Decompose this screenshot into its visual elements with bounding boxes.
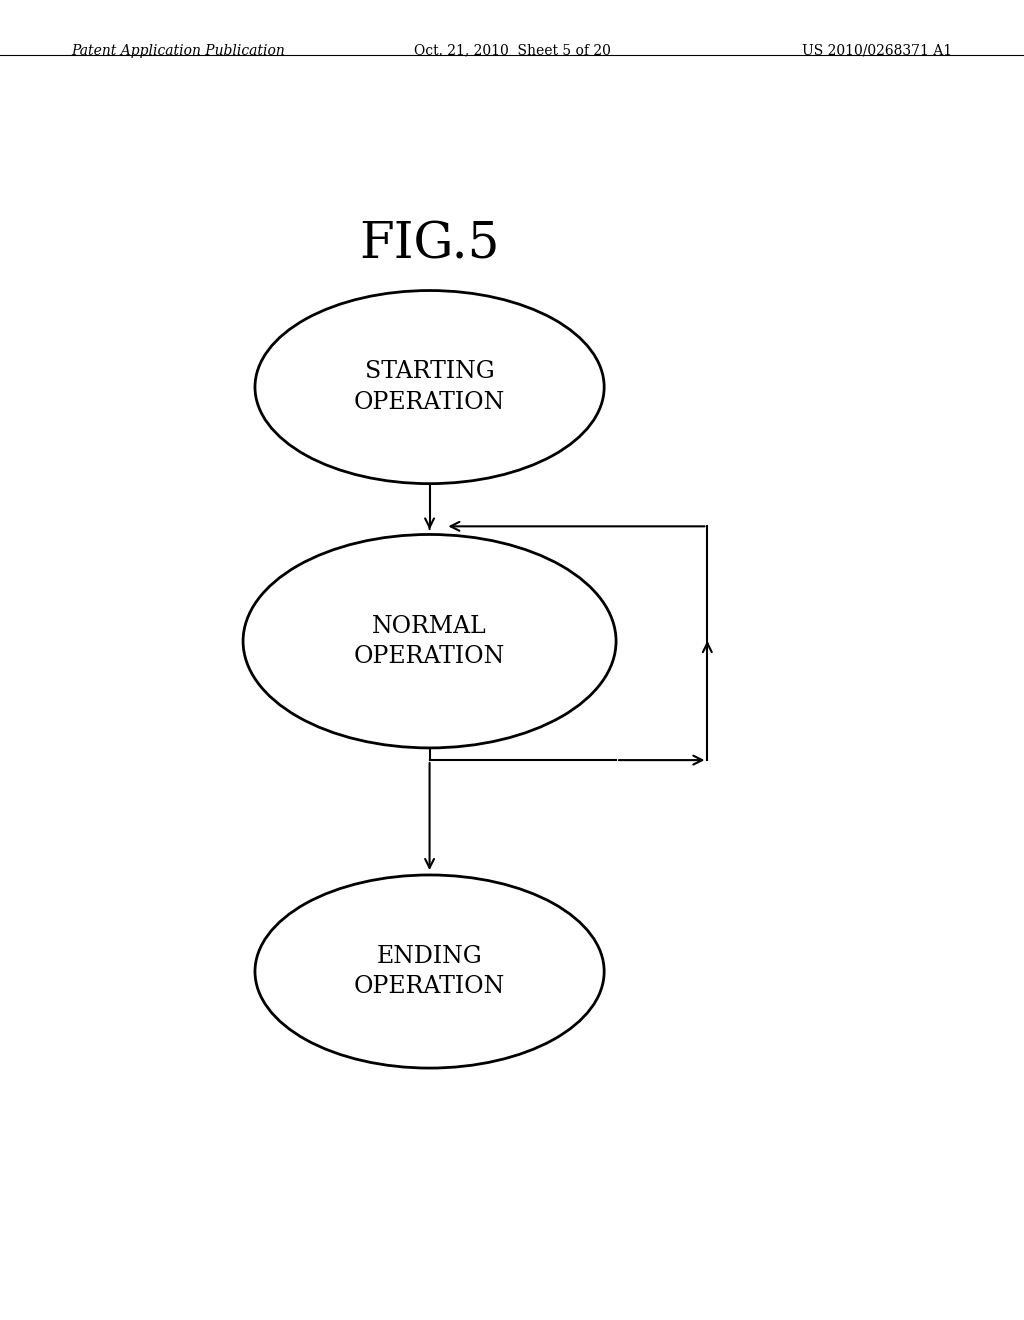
Ellipse shape (243, 535, 616, 748)
Text: Patent Application Publication: Patent Application Publication (72, 44, 286, 58)
Ellipse shape (255, 290, 604, 483)
Text: US 2010/0268371 A1: US 2010/0268371 A1 (802, 44, 952, 58)
Text: NORMAL
OPERATION: NORMAL OPERATION (354, 615, 505, 668)
Ellipse shape (255, 875, 604, 1068)
Text: Oct. 21, 2010  Sheet 5 of 20: Oct. 21, 2010 Sheet 5 of 20 (414, 44, 610, 58)
Text: STARTING
OPERATION: STARTING OPERATION (354, 360, 505, 413)
Text: ENDING
OPERATION: ENDING OPERATION (354, 945, 505, 998)
Text: FIG.5: FIG.5 (359, 220, 500, 269)
